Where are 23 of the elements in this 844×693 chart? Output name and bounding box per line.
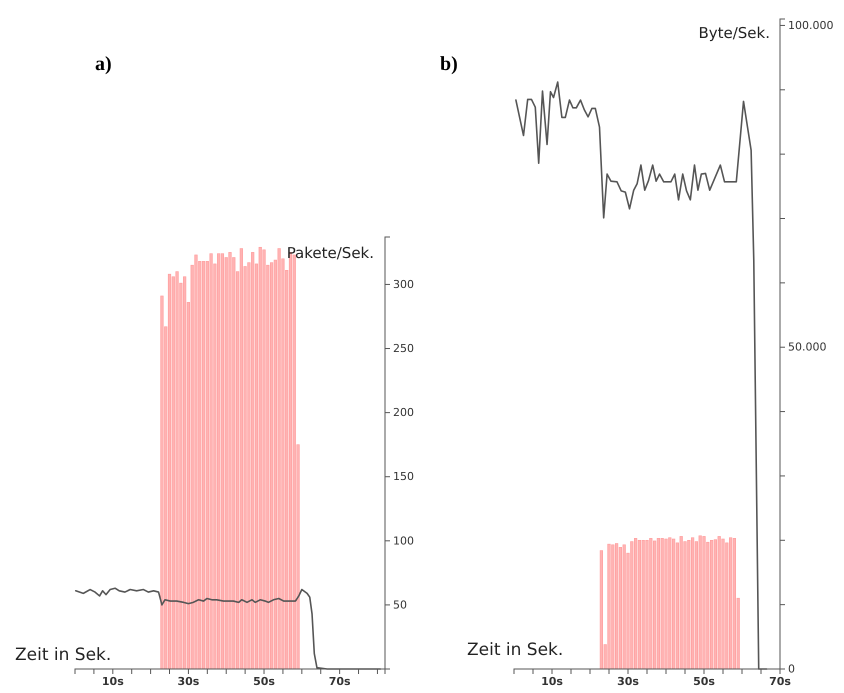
x-axis-title: Zeit in Sek. <box>467 640 564 660</box>
y-tick-label: 150 <box>393 470 414 484</box>
x-tick-label: 70s <box>769 674 792 688</box>
y-tick-label: 100 <box>393 534 414 548</box>
x-tick-label: 50s <box>253 674 276 688</box>
x-tick-label: 30s <box>617 674 640 688</box>
x-tick-label: 70s <box>328 674 352 688</box>
y-axis-title: Pakete/Sek. <box>286 244 374 262</box>
x-axis-title: Zeit in Sek. <box>15 645 112 665</box>
y-axis-title: Byte/Sek. <box>698 24 770 42</box>
y-tick-label: 100.000 <box>788 18 834 32</box>
y-tick-label: 50.000 <box>788 340 826 354</box>
y-tick-label: 250 <box>393 342 414 356</box>
x-tick-label: 30s <box>177 674 200 688</box>
y-tick-label: 300 <box>393 278 414 291</box>
text: b) <box>440 53 458 75</box>
x-tick-label: 50s <box>693 674 716 688</box>
y-tick-label: 50 <box>393 598 407 612</box>
y-tick-label: 0 <box>788 662 795 676</box>
x-tick-label: 10s <box>541 674 564 688</box>
chart-title: a) <box>95 53 112 75</box>
x-tick-label: 10s <box>102 674 124 688</box>
y-tick-label: 200 <box>393 406 414 420</box>
